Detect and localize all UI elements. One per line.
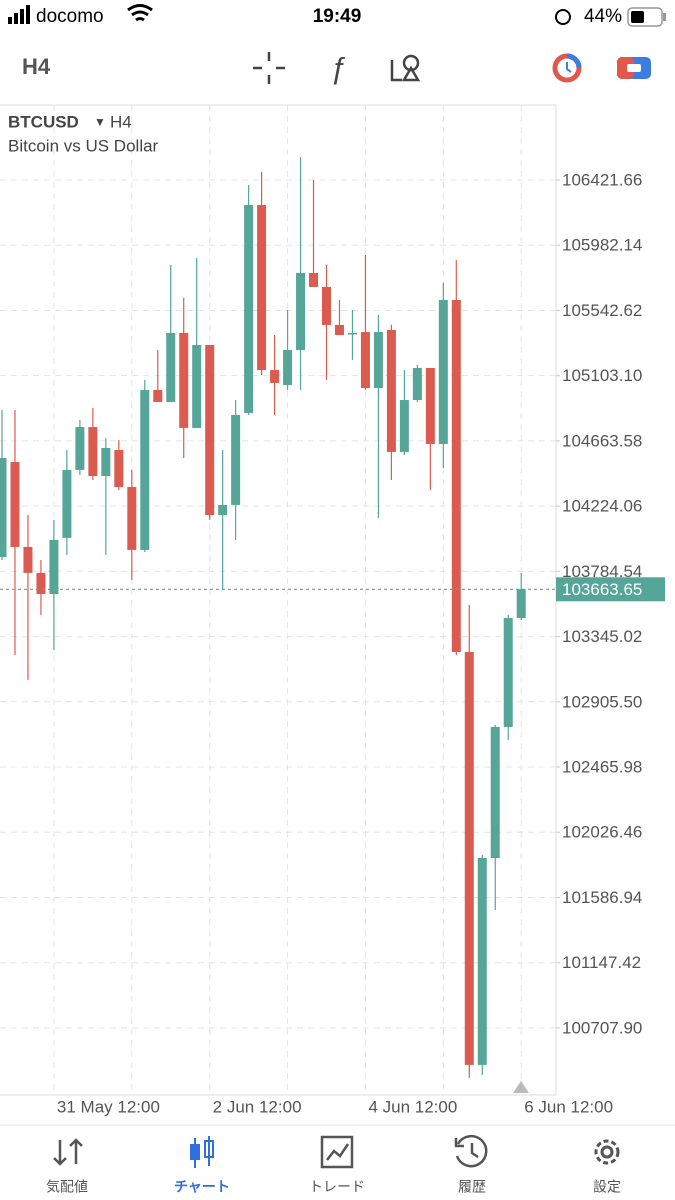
candle-body	[192, 344, 202, 428]
candle-body	[231, 415, 241, 505]
candle-body	[0, 458, 7, 558]
candle-body	[49, 539, 59, 594]
account-button[interactable]	[552, 53, 582, 83]
candle-body	[127, 486, 137, 550]
candle-body	[153, 389, 163, 402]
trade-icon	[320, 1135, 354, 1169]
y-tick-label: 103784.54	[562, 562, 642, 581]
symbol-description: Bitcoin vs US Dollar	[8, 136, 159, 155]
x-tick-label: 31 May 12:00	[57, 1097, 160, 1116]
candle-body	[477, 857, 487, 1065]
candles	[0, 156, 556, 1078]
candle-body	[283, 350, 293, 386]
y-tick-label: 105103.10	[562, 366, 642, 385]
candle-body	[347, 332, 357, 335]
candle-body	[516, 589, 526, 619]
candle-body	[270, 370, 280, 383]
carrier: docomo	[36, 6, 104, 27]
candle-body	[399, 400, 409, 452]
y-tick-label: 104224.06	[562, 497, 642, 516]
chart-header: BTCUSD ▼ H4 Bitcoin vs US Dollar	[8, 112, 159, 155]
candle-body	[412, 367, 422, 401]
nav-item[interactable]: チャート	[174, 1179, 230, 1195]
y-tick-label: 101586.94	[562, 888, 642, 907]
y-tick-label: 105982.14	[562, 236, 642, 255]
last-price-box	[556, 577, 665, 602]
chart-timeframe: H4	[110, 112, 132, 131]
settings-icon	[594, 1139, 620, 1165]
y-tick-label: 103345.02	[562, 627, 642, 646]
symbol[interactable]: BTCUSD	[8, 112, 79, 131]
candle-body	[205, 344, 215, 516]
bottom-nav: 気配値 チャート トレード 履歴 設定	[46, 1134, 621, 1195]
y-tick-label: 106421.66	[562, 170, 642, 189]
candle-body	[10, 462, 20, 547]
time: 19:49	[313, 6, 362, 27]
candle-body	[296, 272, 306, 351]
candle-body	[464, 652, 474, 1065]
axis-labels: 106421.66 105982.14 105542.62 105103.10 1046…	[57, 170, 665, 1116]
timeframe-button[interactable]: H4	[22, 54, 51, 79]
trade-button[interactable]	[617, 57, 651, 79]
candle-body	[88, 427, 98, 477]
y-tick-label: 102905.50	[562, 692, 642, 711]
x-tick-label: 2 Jun 12:00	[213, 1097, 302, 1116]
candle-body	[373, 332, 383, 389]
nav-item[interactable]: 履歴	[458, 1179, 486, 1195]
symbol-dropdown[interactable]: ▼	[94, 115, 106, 129]
x-tick-label: 4 Jun 12:00	[368, 1097, 457, 1116]
x-tick-label: 6 Jun 12:00	[524, 1097, 613, 1116]
candle-body	[62, 469, 72, 538]
candle-body	[490, 726, 500, 858]
indicator-button[interactable]: ƒ	[330, 52, 347, 85]
candle-body	[166, 332, 176, 402]
candle-body	[257, 205, 267, 371]
candle-body	[334, 324, 344, 336]
candle-body	[36, 572, 46, 594]
candle-body	[360, 332, 370, 389]
objects-button[interactable]	[390, 54, 421, 82]
quotes-icon	[53, 1138, 83, 1166]
grid	[0, 105, 560, 1095]
scroll-marker[interactable]	[513, 1081, 529, 1093]
chart-icon	[190, 1136, 214, 1168]
candle-body	[140, 389, 150, 550]
nav-item[interactable]: トレード	[309, 1179, 365, 1195]
nav-item[interactable]: 設定	[593, 1179, 621, 1195]
candle-body	[386, 329, 396, 452]
candle-body	[218, 504, 228, 516]
history-icon	[454, 1134, 488, 1168]
candle-body	[114, 450, 124, 487]
last-price-label: 103663.65	[562, 580, 642, 599]
y-tick-label: 101147.42	[562, 953, 641, 972]
candle-body	[23, 546, 33, 573]
candle-body	[438, 300, 448, 444]
y-tick-label: 100707.90	[562, 1018, 642, 1037]
battery-level: 44%	[584, 6, 622, 27]
candle-body	[101, 447, 111, 477]
candle-body	[503, 618, 513, 727]
candle-body	[179, 332, 189, 428]
y-tick-label: 105542.62	[562, 301, 642, 320]
toolbar: H4 ƒ	[22, 52, 651, 85]
candle-body	[75, 427, 85, 470]
candle-body	[322, 286, 331, 325]
status-bar: docomo 19:49 44%	[8, 4, 666, 27]
y-tick-label: 102026.46	[562, 823, 642, 842]
nav-item[interactable]: 気配値	[46, 1179, 88, 1195]
y-tick-label: 104663.58	[562, 431, 642, 450]
candle-body	[309, 272, 319, 287]
candle-body	[425, 367, 435, 444]
candle-body	[244, 205, 254, 413]
crosshair-button[interactable]	[253, 52, 285, 84]
candle-body	[451, 300, 461, 653]
y-tick-label: 102465.98	[562, 758, 642, 777]
